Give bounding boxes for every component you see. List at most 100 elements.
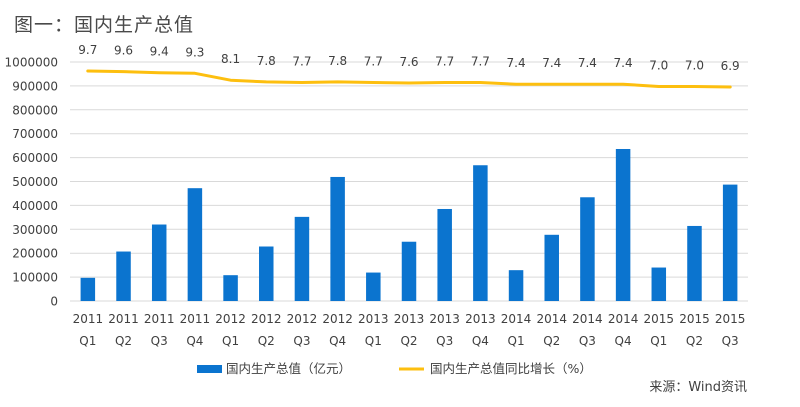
x-tick-year: 2011 — [144, 312, 175, 326]
y-tick-label: 0 — [50, 295, 58, 309]
chart-title: 图一：国内生产总值 — [14, 14, 195, 36]
growth-data-label: 7.7 — [471, 54, 490, 68]
legend: 国内生产总值（亿元） 国内生产总值同比增长（%） — [197, 361, 592, 376]
x-tick-quarter: Q4 — [329, 334, 346, 348]
x-tick-quarter: Q2 — [543, 334, 560, 348]
gdp-bar — [437, 208, 452, 301]
growth-data-label: 6.9 — [721, 59, 740, 73]
gdp-bar — [366, 272, 381, 301]
x-tick-year: 2012 — [322, 312, 353, 326]
growth-data-label: 9.6 — [114, 44, 133, 58]
growth-data-label: 7.8 — [328, 54, 347, 68]
x-tick-quarter: Q1 — [508, 334, 525, 348]
x-tick-year: 2012 — [215, 312, 246, 326]
y-tick-label: 1000000 — [5, 56, 58, 70]
gdp-bar — [80, 277, 96, 301]
y-tick-label: 200000 — [12, 247, 58, 261]
x-tick-year: 2011 — [180, 312, 211, 326]
x-tick-year: 2015 — [644, 312, 675, 326]
y-tick-label: 800000 — [12, 103, 58, 117]
x-axis-ticks: 2011 Q1 2011 Q2 2011 Q3 2011 Q4 2012 Q1 2012 Q2 2012… — [73, 312, 746, 348]
x-tick-year: 2014 — [608, 312, 639, 326]
growth-data-label: 7.6 — [399, 55, 418, 69]
gdp-bar — [223, 275, 238, 301]
x-tick-quarter: Q3 — [436, 334, 453, 348]
growth-line — [86, 69, 732, 89]
gdp-bar — [259, 246, 274, 301]
x-tick-quarter: Q2 — [686, 334, 703, 348]
legend-swatch-bar — [197, 365, 222, 373]
x-tick-year: 2014 — [501, 312, 532, 326]
x-tick-quarter: Q3 — [579, 334, 596, 348]
y-tick-label: 100000 — [12, 271, 58, 285]
x-tick-year: 2013 — [429, 312, 460, 326]
legend-label-growth: 国内生产总值同比增长（%） — [430, 361, 592, 376]
y-tick-label: 500000 — [12, 175, 58, 189]
gdp-bar — [187, 188, 203, 301]
x-tick-quarter: Q1 — [222, 334, 239, 348]
gdp-bar — [330, 176, 345, 301]
x-tick-quarter: Q1 — [650, 334, 667, 348]
gdp-bar — [151, 224, 167, 301]
bar-series — [80, 148, 738, 301]
growth-data-label: 7.8 — [257, 54, 276, 68]
x-tick-year: 2015 — [715, 312, 746, 326]
gdp-bar — [116, 251, 131, 301]
growth-data-labels: 9.7 9.6 9.4 9.3 8.1 7.8 7.7 7.8 7.7 7.6 7.7 7.7 7.4 7… — [78, 43, 739, 73]
x-tick-quarter: Q3 — [293, 334, 310, 348]
y-tick-label: 400000 — [12, 199, 58, 213]
y-tick-label: 900000 — [12, 79, 58, 93]
gdp-bar — [401, 241, 417, 301]
growth-line-series — [86, 69, 732, 89]
x-tick-year: 2014 — [572, 312, 603, 326]
x-tick-year: 2011 — [73, 312, 104, 326]
x-tick-quarter: Q1 — [365, 334, 382, 348]
x-tick-year: 2013 — [394, 312, 425, 326]
x-tick-quarter: Q3 — [151, 334, 168, 348]
gdp-bar — [687, 225, 702, 301]
y-tick-label: 600000 — [12, 151, 58, 165]
x-tick-year: 2011 — [108, 312, 139, 326]
growth-data-label: 7.7 — [435, 54, 454, 68]
x-tick-quarter: Q2 — [400, 334, 417, 348]
x-tick-year: 2013 — [358, 312, 389, 326]
source-note: 来源：Wind资讯 — [649, 380, 747, 395]
legend-label-gdp: 国内生产总值（亿元） — [226, 361, 351, 376]
x-tick-quarter: Q2 — [258, 334, 275, 348]
growth-data-label: 9.3 — [185, 45, 204, 59]
x-tick-quarter: Q3 — [722, 334, 739, 348]
y-axis-ticks: 0 100000 200000 300000 400000 500000 600000 700… — [5, 56, 58, 309]
gdp-bar — [544, 234, 559, 301]
gdp-bar — [473, 165, 488, 301]
x-tick-year: 2015 — [679, 312, 710, 326]
y-tick-label: 300000 — [12, 223, 58, 237]
growth-data-label: 7.0 — [649, 58, 668, 72]
x-tick-quarter: Q4 — [186, 334, 203, 348]
growth-data-label: 7.4 — [578, 56, 597, 70]
growth-data-label: 7.0 — [685, 58, 704, 72]
x-tick-quarter: Q1 — [79, 334, 96, 348]
x-tick-year: 2013 — [465, 312, 496, 326]
growth-data-label: 7.7 — [364, 54, 383, 68]
x-tick-year: 2012 — [251, 312, 282, 326]
gdp-bar — [580, 197, 595, 301]
growth-data-label: 7.4 — [507, 56, 526, 70]
gdp-bar — [651, 267, 667, 301]
gdp-bar — [294, 216, 310, 301]
growth-data-label: 7.7 — [292, 54, 311, 68]
x-tick-year: 2012 — [287, 312, 318, 326]
gdp-bar — [722, 184, 738, 301]
x-tick-year: 2014 — [536, 312, 567, 326]
gdp-bar — [615, 148, 631, 301]
x-tick-quarter: Q2 — [115, 334, 132, 348]
growth-data-label: 7.4 — [614, 56, 633, 70]
gdp-bar — [508, 270, 524, 301]
growth-data-label: 7.4 — [542, 56, 561, 70]
x-tick-quarter: Q4 — [472, 334, 489, 348]
growth-data-label: 9.7 — [78, 43, 97, 57]
x-tick-quarter: Q4 — [615, 334, 632, 348]
y-tick-label: 700000 — [12, 127, 58, 141]
growth-data-label: 8.1 — [221, 52, 240, 66]
